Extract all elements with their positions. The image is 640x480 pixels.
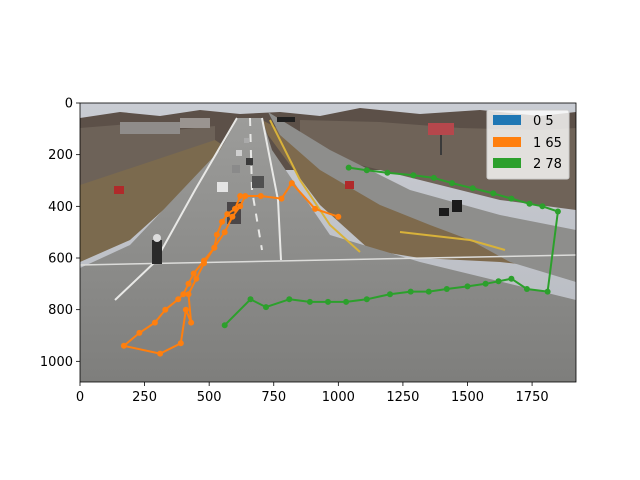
data-point [335, 213, 342, 220]
data-point [188, 319, 195, 326]
data-point [288, 180, 295, 187]
x-tick-label: 0 [76, 390, 84, 405]
data-point [201, 260, 207, 267]
y-tick-label: 1000 [40, 355, 73, 370]
data-point [508, 275, 515, 282]
data-point [247, 296, 254, 303]
data-point [508, 195, 515, 202]
data-point [136, 329, 143, 336]
data-point [177, 340, 184, 347]
data-point [224, 211, 231, 218]
data-point [120, 342, 127, 349]
data-point [523, 286, 530, 292]
data-point [278, 195, 285, 202]
y-tick-label: 200 [48, 148, 73, 163]
legend-swatch [493, 137, 521, 147]
data-point [286, 296, 293, 303]
data-point [193, 275, 200, 282]
series-layer [120, 164, 561, 357]
data-point [221, 322, 228, 329]
data-point [182, 306, 189, 313]
data-point [410, 172, 417, 179]
data-point [185, 280, 192, 287]
data-point [495, 278, 502, 285]
legend-swatch [493, 158, 521, 168]
data-point [306, 298, 313, 305]
data-point [237, 203, 244, 210]
legend-label: 1 65 [533, 136, 562, 151]
data-point [363, 167, 370, 174]
legend-label: 0 5 [533, 114, 554, 129]
data-point [151, 319, 158, 326]
data-point [443, 286, 450, 292]
data-point [363, 296, 370, 303]
y-tick-label: 400 [48, 200, 73, 215]
x-tick-label: 750 [261, 390, 286, 405]
data-point [257, 193, 264, 199]
data-point [211, 244, 218, 251]
data-point [407, 288, 414, 295]
data-point [430, 174, 437, 181]
data-point [554, 208, 561, 215]
data-point [213, 231, 220, 238]
x-tick-label: 1000 [322, 390, 355, 405]
data-point [237, 193, 244, 199]
x-tick-label: 500 [197, 390, 222, 405]
x-axis-ticks: 0 250 500 750 1000 1250 1500 1750 [76, 382, 549, 405]
x-tick-label: 1250 [386, 390, 419, 405]
data-point [180, 291, 187, 298]
y-axis-ticks: 0 200 400 600 800 1000 [40, 97, 80, 370]
y-tick-label: 800 [48, 303, 73, 318]
data-point [175, 296, 182, 303]
data-point [425, 288, 432, 295]
data-point [232, 205, 238, 212]
legend-swatch [493, 115, 521, 125]
x-tick-label: 1500 [451, 390, 484, 405]
legend: 0 5 1 65 2 78 [486, 109, 570, 180]
data-point [387, 291, 393, 298]
data-point [469, 185, 476, 192]
legend-label: 2 78 [533, 157, 562, 172]
data-point [221, 229, 228, 236]
data-point [325, 298, 331, 305]
data-point [343, 298, 350, 305]
series-line-2 [223, 166, 559, 326]
data-point [345, 164, 352, 171]
data-point [185, 291, 192, 298]
data-point [263, 304, 269, 311]
data-point [162, 306, 169, 313]
data-point [219, 218, 226, 225]
data-point [526, 200, 533, 207]
data-point [157, 350, 164, 357]
data-point [482, 280, 489, 287]
data-point [449, 180, 455, 187]
data-point [229, 213, 236, 220]
data-point [539, 203, 546, 210]
x-tick-label: 1750 [516, 390, 549, 405]
data-point [312, 205, 319, 212]
data-point [544, 288, 551, 295]
x-tick-label: 250 [132, 390, 157, 405]
data-point [464, 283, 471, 290]
y-tick-label: 0 [65, 97, 73, 112]
data-point [384, 169, 391, 176]
plot-area-frame [79, 102, 577, 383]
data-point [242, 193, 249, 199]
data-point [490, 190, 497, 197]
data-point [190, 270, 197, 277]
y-tick-label: 600 [48, 252, 73, 267]
